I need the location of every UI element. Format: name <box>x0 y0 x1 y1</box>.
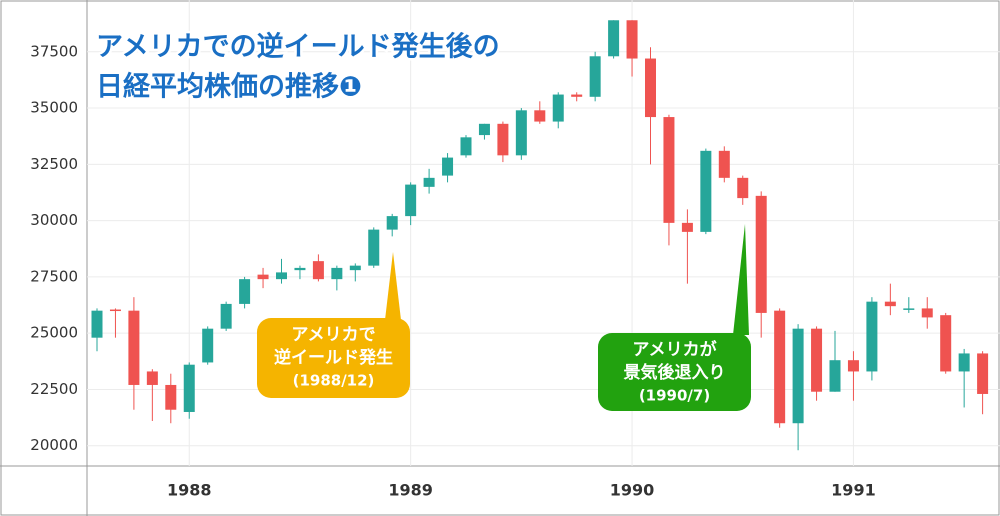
callout-text: アメリカが <box>632 339 716 360</box>
candle-body <box>884 301 896 307</box>
callout-box <box>257 318 410 398</box>
x-tick-label: 1991 <box>831 481 876 500</box>
chart-title: アメリカでの逆イールド発生後の <box>96 31 500 63</box>
candle-body <box>571 94 583 97</box>
callout-text: アメリカで <box>291 325 375 345</box>
candle-body <box>405 184 417 217</box>
candle-body <box>312 261 324 280</box>
candle-body <box>257 274 269 280</box>
candle-body <box>109 309 121 312</box>
candle-body <box>921 308 933 318</box>
candle-body <box>460 137 472 156</box>
labels: 20000 22500 25000 27500 30000 32500 35000 37500… <box>30 28 876 500</box>
y-tick-label: 30000 <box>30 211 78 229</box>
candle-body <box>128 310 140 385</box>
candle-body <box>368 229 380 266</box>
callout-text: 景気後退入り <box>624 362 726 383</box>
candle-body <box>386 216 398 230</box>
callout-pointer <box>733 224 749 335</box>
callout-text: (1988/12) <box>293 372 375 390</box>
candle-body <box>755 195 767 313</box>
candle-body <box>626 20 638 59</box>
candle-body <box>442 157 454 176</box>
candle-body <box>718 150 730 178</box>
candle-body <box>534 110 546 122</box>
candle-body <box>294 267 306 271</box>
candle-body <box>202 328 214 363</box>
candle-body <box>774 310 786 424</box>
candle-body <box>478 123 490 136</box>
candle-body <box>331 267 343 280</box>
callout-box <box>598 333 751 411</box>
candle-body <box>645 58 656 118</box>
candle-body <box>792 328 804 424</box>
x-tick-label: 1988 <box>167 481 212 500</box>
callout-text: (1990/7) <box>639 387 710 405</box>
candle-body <box>608 20 620 57</box>
y-tick-label: 20000 <box>30 436 78 454</box>
candle-body <box>737 177 749 199</box>
candle-body <box>681 222 693 232</box>
x-tick-label: 1990 <box>610 481 655 500</box>
candle-body <box>977 353 989 394</box>
callout-pointer <box>385 252 401 320</box>
y-tick-label: 22500 <box>30 380 78 398</box>
candle-body <box>146 371 158 385</box>
candles <box>91 20 989 451</box>
candle-body <box>423 177 435 187</box>
callout-text: 逆イールド発生 <box>274 347 393 368</box>
candle-body <box>220 303 232 329</box>
candle-body <box>958 353 970 372</box>
candle-body <box>91 310 103 338</box>
candle-body <box>165 384 177 410</box>
candle-body <box>239 279 251 304</box>
y-tick-label: 27500 <box>30 267 78 285</box>
candle-body <box>700 150 712 232</box>
candle-body <box>940 315 952 372</box>
y-tick-label: 35000 <box>30 99 78 117</box>
candle-body <box>183 364 195 412</box>
x-tick-label: 1989 <box>388 481 433 500</box>
y-tick-label: 32500 <box>30 155 78 173</box>
candle-body <box>349 265 361 271</box>
candle-body <box>811 328 823 392</box>
grid <box>87 0 1000 466</box>
candle-body <box>276 272 287 280</box>
y-tick-label: 25000 <box>30 324 78 342</box>
candle-body <box>903 308 915 310</box>
candle-body <box>663 117 675 223</box>
candle-body <box>589 56 601 97</box>
chart-title: 日経平均株価の推移❶ <box>96 71 362 103</box>
candle-body <box>829 360 841 392</box>
candle-body <box>497 123 509 156</box>
y-tick-label: 37500 <box>30 42 78 60</box>
candle-body <box>866 301 878 372</box>
candle-body <box>552 94 564 122</box>
candle-body <box>515 110 527 156</box>
candle-body <box>847 360 859 372</box>
